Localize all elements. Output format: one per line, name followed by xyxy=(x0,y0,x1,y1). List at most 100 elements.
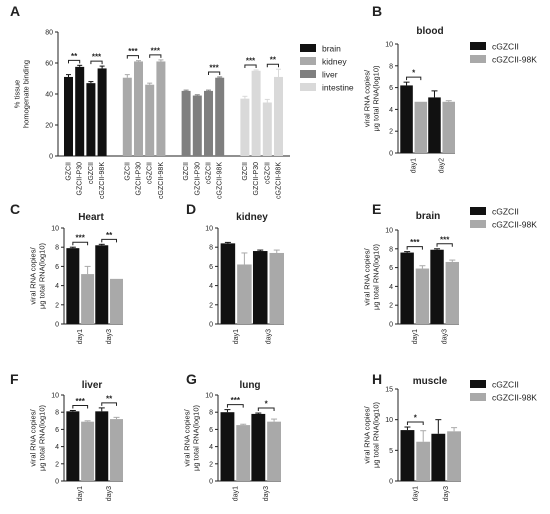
bar xyxy=(220,412,235,481)
category-label: day3 xyxy=(265,329,272,344)
bar xyxy=(267,421,281,481)
significance-bracket xyxy=(126,55,139,59)
y-axis-label: μg total RNA(log10) xyxy=(192,404,201,471)
bar xyxy=(181,90,191,156)
significance-label: ** xyxy=(71,52,78,61)
category-label: day1 xyxy=(233,329,240,344)
y-tick-label: 10 xyxy=(51,393,59,400)
legend-swatch xyxy=(300,70,316,78)
bar xyxy=(215,77,225,156)
y-tick-label: 5 xyxy=(389,448,393,455)
significance-label: * xyxy=(414,414,418,423)
bar xyxy=(110,419,123,481)
panel-title: Heart xyxy=(78,212,104,223)
category-label: cGZCII-98K xyxy=(276,162,283,199)
legend-swatch xyxy=(300,83,316,91)
legend-entry: liver xyxy=(322,70,338,80)
legend-swatch xyxy=(470,393,486,401)
y-axis-label: viral RNA copies/ xyxy=(29,409,38,467)
y-tick-label: 2 xyxy=(389,129,393,136)
legend-entry: intestine xyxy=(322,83,354,93)
y-tick-label: 10 xyxy=(205,226,213,233)
bar xyxy=(400,252,414,324)
panel-label: C xyxy=(10,201,20,217)
bar xyxy=(428,97,441,153)
y-tick-label: 40 xyxy=(45,92,53,99)
y-axis-label: viral RNA copies/ xyxy=(363,69,372,127)
legend-swatch xyxy=(300,57,316,65)
significance-bracket xyxy=(257,407,275,412)
bar xyxy=(415,268,430,324)
y-tick-label: 0 xyxy=(55,322,59,329)
y-axis-label: viral RNA copies/ xyxy=(363,248,372,306)
bar xyxy=(252,251,268,324)
legend-swatch xyxy=(300,44,316,52)
bar xyxy=(416,441,431,481)
category-label: day1 xyxy=(232,486,239,501)
significance-bracket xyxy=(406,421,424,426)
y-tick-label: 4 xyxy=(55,444,59,451)
y-tick-label: 80 xyxy=(45,30,53,37)
y-tick-label: 6 xyxy=(209,427,213,434)
y-tick-label: 6 xyxy=(389,85,393,92)
category-label: cGZCII-98K xyxy=(217,162,224,199)
category-label: day1 xyxy=(412,486,419,501)
significance-bracket xyxy=(226,404,244,408)
y-tick-label: 4 xyxy=(389,284,393,291)
significance-label: ** xyxy=(106,394,113,403)
y-axis-label: viral RNA copies/ xyxy=(183,409,192,467)
category-label: day1 xyxy=(77,329,84,344)
category-label: day3 xyxy=(442,329,449,344)
category-label: day2 xyxy=(439,158,446,173)
y-tick-label: 10 xyxy=(205,393,213,400)
y-tick-label: 0 xyxy=(49,154,53,161)
bar xyxy=(442,101,455,153)
legend-entry: cGZCII xyxy=(492,380,519,390)
bar xyxy=(122,77,132,156)
significance-bracket xyxy=(68,59,81,64)
y-axis-label: % tissue xyxy=(13,80,22,108)
significance-bracket xyxy=(266,63,279,68)
legend-entry: cGZCII-98K xyxy=(492,55,537,65)
significance-label: * xyxy=(412,69,416,78)
significance-label: *** xyxy=(231,396,241,405)
bar xyxy=(274,76,283,156)
bar xyxy=(192,95,202,156)
y-tick-label: 8 xyxy=(55,410,59,417)
bar xyxy=(269,252,284,324)
bar xyxy=(220,243,236,324)
y-tick-label: 6 xyxy=(55,427,59,434)
y-tick-label: 2 xyxy=(209,461,213,468)
panel-label: H xyxy=(372,371,382,387)
y-tick-label: 4 xyxy=(389,107,393,114)
significance-label: *** xyxy=(76,397,86,406)
y-tick-label: 8 xyxy=(55,245,59,252)
y-tick-label: 10 xyxy=(385,417,393,424)
category-label: cGZCII-98K xyxy=(158,162,165,199)
y-tick-label: 2 xyxy=(209,302,213,309)
y-axis-label: μg total RNA(log10) xyxy=(38,242,47,309)
category-label: GZCII-P30 xyxy=(194,162,201,196)
legend-entry: kidney xyxy=(322,57,347,67)
bar xyxy=(251,413,266,481)
y-tick-label: 8 xyxy=(389,246,393,253)
significance-bracket xyxy=(436,243,453,247)
y-axis-label: μg total RNA(log10) xyxy=(372,65,381,132)
significance-label: *** xyxy=(76,234,86,243)
category-label: day3 xyxy=(443,486,450,501)
panel-label: G xyxy=(186,371,197,387)
bar xyxy=(237,264,252,324)
bar xyxy=(251,70,261,156)
bar xyxy=(431,433,446,481)
y-tick-label: 8 xyxy=(209,245,213,252)
y-tick-label: 6 xyxy=(55,264,59,271)
legend-entry: cGZCII-98K xyxy=(492,393,537,403)
legend-entry: cGZCII-98K xyxy=(492,220,537,230)
panel-label: F xyxy=(10,371,19,387)
y-tick-label: 10 xyxy=(51,226,59,233)
bar xyxy=(447,431,461,481)
y-axis-label: μg total RNA(log10) xyxy=(372,243,381,310)
